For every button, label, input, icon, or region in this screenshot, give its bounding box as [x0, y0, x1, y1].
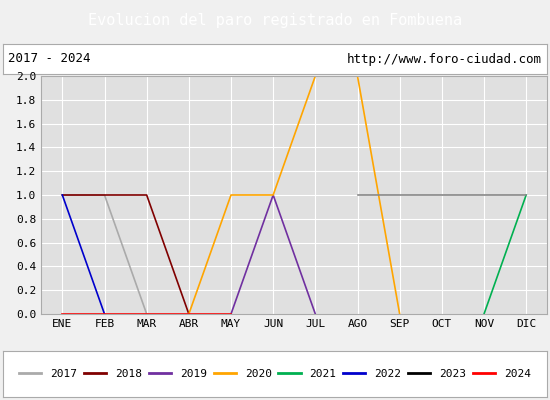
Legend: 2017, 2018, 2019, 2020, 2021, 2022, 2023, 2024: 2017, 2018, 2019, 2020, 2021, 2022, 2023…	[15, 364, 535, 383]
Text: 2017 - 2024: 2017 - 2024	[8, 52, 91, 66]
Text: Evolucion del paro registrado en Fombuena: Evolucion del paro registrado en Fombuen…	[88, 14, 462, 28]
Text: http://www.foro-ciudad.com: http://www.foro-ciudad.com	[347, 52, 542, 66]
